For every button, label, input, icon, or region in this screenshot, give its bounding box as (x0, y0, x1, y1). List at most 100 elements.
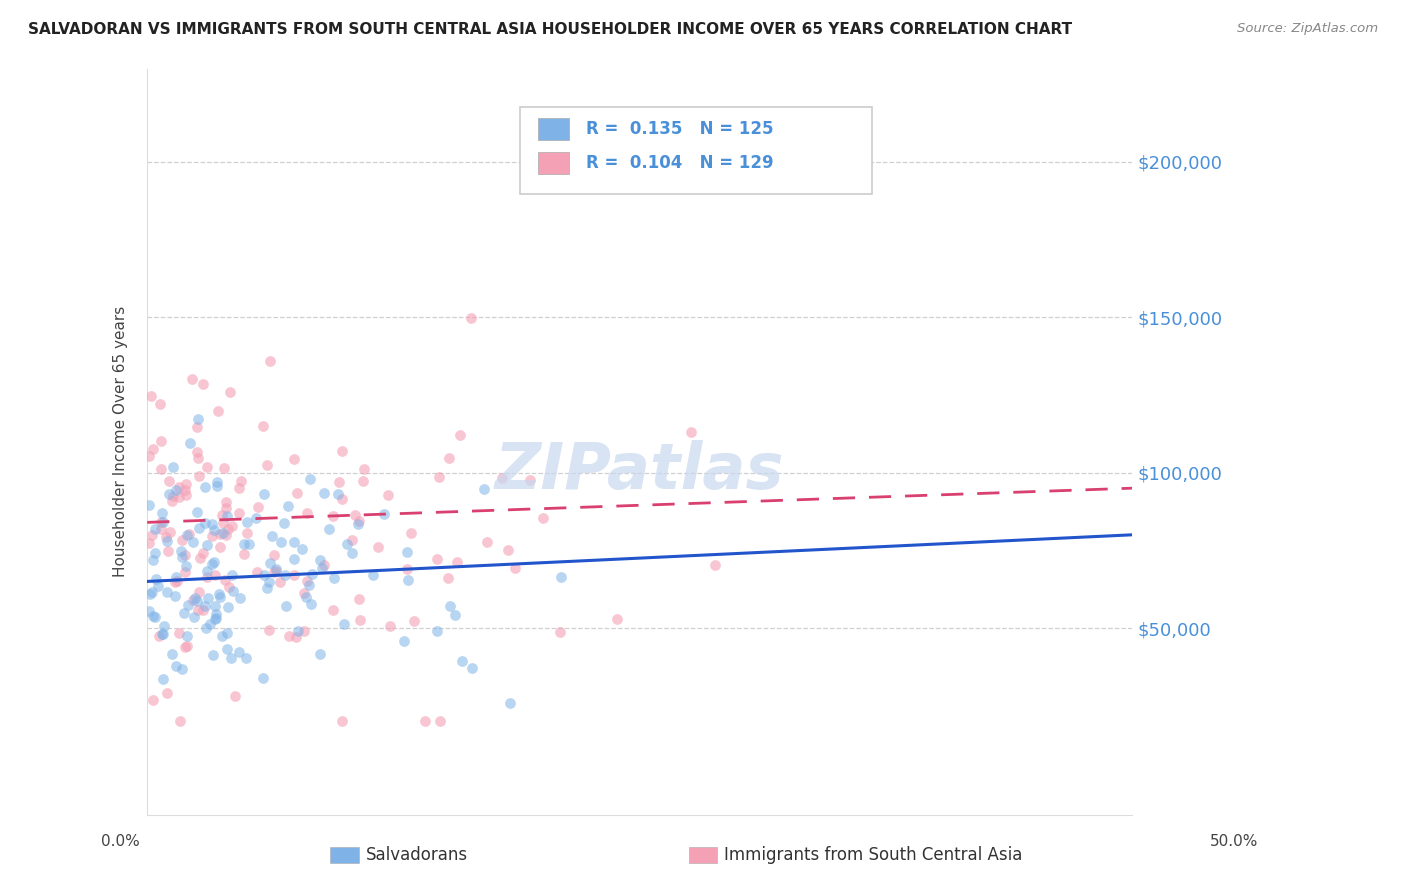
Point (172, 533, 194, 548)
Text: R =  0.135   N = 125: R = 0.135 N = 125 (586, 120, 773, 138)
Point (209, 540, 232, 554)
Point (197, 591, 219, 605)
Point (347, 517, 370, 532)
Point (446, 555, 468, 569)
Point (191, 377, 214, 392)
Point (401, 525, 423, 540)
Point (245, 511, 267, 525)
Text: R =  0.104   N = 129: R = 0.104 N = 129 (586, 154, 773, 172)
Point (215, 501, 238, 516)
Point (204, 599, 226, 613)
Point (191, 546, 214, 560)
Point (174, 640, 197, 654)
Point (165, 483, 187, 497)
Point (260, 529, 283, 543)
Point (169, 480, 191, 494)
Point (427, 469, 450, 483)
Point (165, 575, 187, 590)
Point (217, 599, 239, 614)
Point (283, 534, 305, 549)
Point (496, 543, 519, 558)
Point (170, 544, 193, 558)
Point (181, 372, 204, 386)
Point (330, 444, 353, 458)
Point (336, 537, 359, 551)
Point (176, 629, 198, 643)
Point (183, 609, 205, 624)
Point (187, 468, 209, 483)
Point (285, 486, 308, 500)
Point (139, 389, 162, 403)
Point (141, 584, 163, 599)
Point (219, 651, 242, 665)
Point (172, 550, 194, 565)
Point (173, 565, 195, 579)
Point (256, 458, 278, 472)
Point (217, 641, 239, 656)
Point (177, 599, 200, 613)
Point (228, 481, 250, 495)
Point (548, 625, 571, 640)
Point (330, 714, 353, 729)
Point (312, 486, 335, 500)
Point (299, 597, 322, 611)
Point (638, 170, 661, 185)
Point (152, 626, 174, 640)
Point (328, 475, 350, 489)
Point (177, 527, 200, 541)
Point (176, 527, 198, 541)
Point (204, 607, 226, 622)
Point (218, 580, 240, 594)
Text: SALVADORAN VS IMMIGRANTS FROM SOUTH CENTRAL ASIA HOUSEHOLDER INCOME OVER 65 YEAR: SALVADORAN VS IMMIGRANTS FROM SOUTH CENT… (28, 22, 1073, 37)
Point (274, 567, 297, 582)
Point (197, 537, 219, 551)
Text: 50.0%: 50.0% (1211, 834, 1258, 848)
Point (353, 461, 375, 475)
Point (173, 606, 195, 620)
Point (191, 603, 214, 617)
Point (396, 544, 419, 558)
Point (236, 525, 259, 540)
Point (157, 486, 180, 500)
Point (264, 562, 287, 576)
Point (396, 562, 419, 576)
Point (283, 552, 305, 566)
Point (166, 574, 188, 588)
Point (201, 648, 224, 662)
Point (219, 385, 242, 400)
Point (328, 486, 350, 500)
Point (531, 510, 554, 524)
Point (165, 659, 187, 673)
Point (188, 521, 211, 535)
Point (550, 570, 572, 584)
Point (142, 442, 165, 457)
Point (202, 555, 225, 569)
Point (174, 558, 197, 573)
Point (138, 536, 160, 550)
Point (209, 590, 232, 604)
Point (340, 533, 363, 547)
Text: 0.0%: 0.0% (101, 834, 141, 848)
Point (156, 585, 179, 599)
Point (138, 603, 160, 617)
Y-axis label: Householder Income Over 65 years: Householder Income Over 65 years (114, 306, 128, 577)
Point (298, 578, 321, 592)
Point (156, 686, 179, 700)
Point (163, 589, 186, 603)
Point (232, 547, 254, 561)
Point (138, 449, 160, 463)
Point (217, 626, 239, 640)
Point (212, 460, 235, 475)
Point (188, 585, 211, 599)
Point (340, 546, 363, 560)
Point (330, 491, 353, 506)
Point (215, 528, 238, 542)
Point (143, 546, 166, 560)
Point (145, 572, 167, 586)
Point (472, 483, 495, 497)
Point (146, 579, 169, 593)
Point (208, 526, 231, 541)
Point (187, 411, 209, 425)
Point (322, 571, 344, 585)
Point (253, 567, 276, 582)
